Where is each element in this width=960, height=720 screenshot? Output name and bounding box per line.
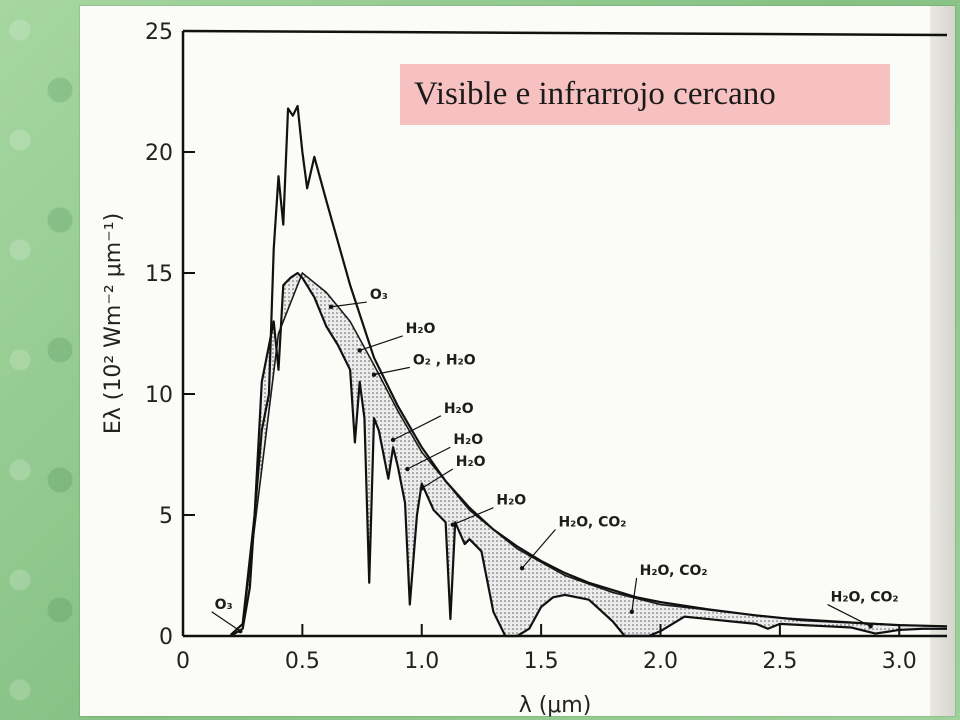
annotation-arrowhead — [519, 566, 525, 571]
annotation-leader — [827, 604, 871, 627]
annotation-label: H₂O — [453, 432, 483, 448]
chart-layer: 0 5 10 15 20 25 0 0.5 1.0 1.5 2.0 2.5 3.0 λ (μm) Eλ (1… — [101, 20, 948, 718]
annotation-label: H₂O, CO₂ — [831, 590, 899, 606]
annotation-label: H₂O — [406, 321, 436, 337]
annotation-leader — [421, 468, 454, 489]
annotation-label: H₂O, CO₂ — [640, 563, 708, 579]
annotation-arrowhead — [419, 486, 424, 491]
annotation-arrowhead — [450, 522, 455, 527]
x-tick-label: 1.5 — [524, 649, 559, 674]
annotation-leader — [631, 577, 638, 612]
annotation-label: O₂ , H₂O — [413, 352, 476, 368]
x-tick-label: 0 — [176, 649, 190, 674]
annotation-arrowhead — [238, 628, 243, 634]
y-tick-label: 10 — [145, 383, 173, 408]
annotation-arrowhead — [357, 348, 362, 353]
annotation-arrowhead — [390, 437, 396, 443]
scan-edge-shadow — [930, 6, 955, 716]
annotation-label: H₂O — [456, 454, 486, 470]
surface-spectrum-line — [230, 271, 947, 638]
annotation-label: H₂O — [444, 401, 474, 417]
x-tick-label: 2.5 — [762, 649, 797, 674]
annotation-leader — [452, 507, 494, 526]
annotation-arrowhead — [629, 609, 635, 614]
x-tick-label: 0.5 — [285, 649, 320, 674]
annotation-arrowhead — [371, 372, 377, 377]
annotation-label: O₃ — [215, 597, 233, 613]
annotation-label: H₂O, CO₂ — [558, 515, 626, 531]
y-tick-label: 15 — [145, 262, 173, 287]
chart-title: Visible e infrarrojo cercano — [414, 76, 776, 112]
annotation-leader — [211, 611, 241, 632]
annotation-arrowhead — [405, 466, 410, 472]
annotation-leader — [392, 415, 442, 441]
annotation-leader — [359, 335, 403, 352]
annotation-leader — [521, 529, 556, 569]
y-tick-label: 0 — [159, 625, 173, 650]
x-tick-label: 1.0 — [404, 649, 439, 674]
x-tick-label: 3.0 — [882, 649, 917, 674]
y-tick-label: 5 — [159, 504, 173, 529]
annotation-label: H₂O — [496, 493, 526, 509]
annotation-leader — [407, 446, 451, 470]
top-of-atmosphere-line — [230, 104, 948, 636]
annotation-leader — [373, 366, 410, 376]
x-tick-label: 2.0 — [643, 649, 678, 674]
y-axis-title: Eλ (10² Wm⁻² μm⁻¹) — [101, 213, 126, 434]
y-tick-label: 25 — [145, 20, 173, 45]
y-tick-label: 20 — [145, 141, 173, 166]
annotation-arrowhead — [868, 624, 873, 629]
annotation-label: O₃ — [370, 287, 388, 303]
top-frame-line — [182, 29, 948, 37]
annotation-leader — [330, 301, 367, 308]
x-axis-title: λ (μm) — [519, 693, 592, 718]
chart-title-box: Visible e infrarrojo cercano — [400, 64, 890, 125]
annotation-arrowhead — [328, 304, 334, 310]
absorption-shading — [242, 273, 947, 636]
